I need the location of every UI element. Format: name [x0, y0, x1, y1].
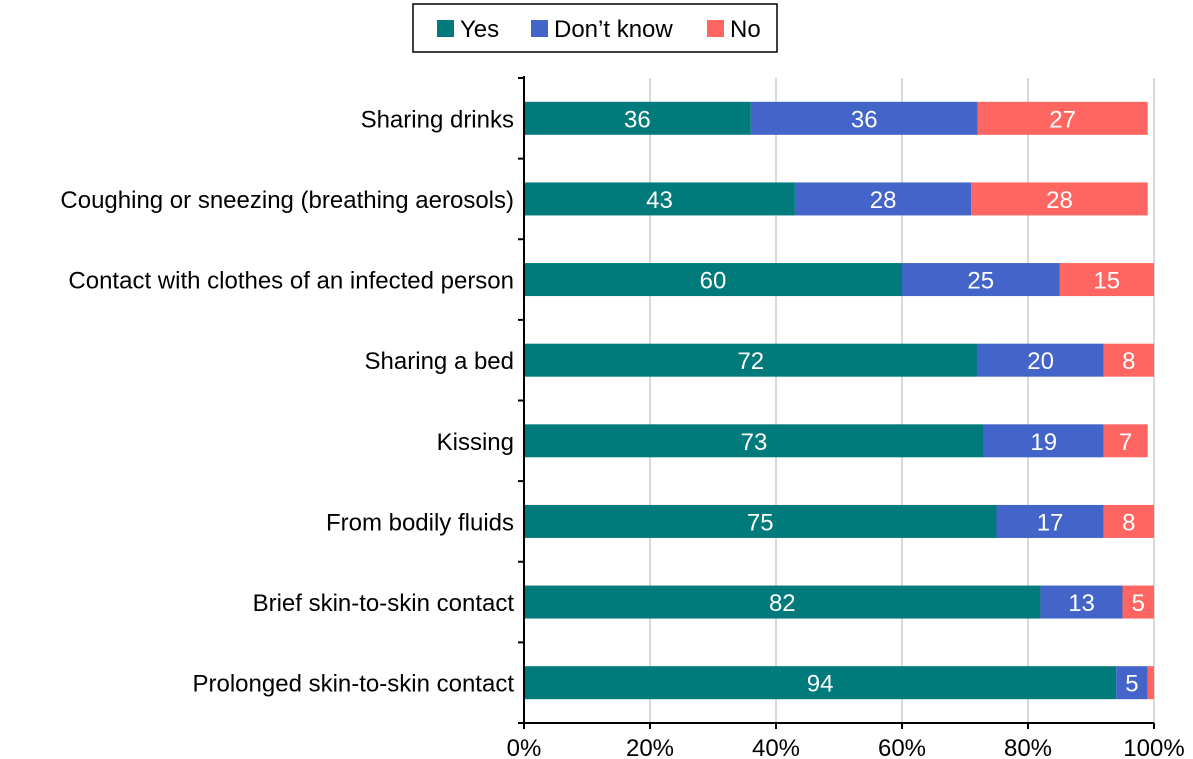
- data-label: 75: [747, 509, 774, 536]
- legend-swatch-yes: [437, 20, 454, 37]
- bar-no: [1103, 504, 1154, 538]
- bar-don-t-know: [1116, 666, 1148, 700]
- data-label: 15: [1093, 268, 1120, 295]
- data-label: 36: [851, 106, 878, 133]
- data-label: 73: [741, 429, 768, 456]
- axes: 0% 20% 40% 60% 80% 100% Sharing drinks Coughing…: [60, 76, 1185, 759]
- bar-don-t-know: [902, 263, 1060, 297]
- bar-don-t-know: [1040, 585, 1123, 619]
- data-label: 27: [1049, 106, 1076, 133]
- data-label: 19: [1030, 429, 1057, 456]
- data-label: 7: [1119, 429, 1132, 456]
- data-label: 94: [807, 671, 834, 698]
- bar-no: [971, 182, 1148, 216]
- category-label: Sharing drinks: [361, 106, 514, 133]
- bar-yes: [524, 343, 978, 377]
- data-label: 28: [870, 187, 897, 214]
- data-label: 36: [624, 106, 651, 133]
- bar-no: [1103, 343, 1154, 377]
- bar-yes: [524, 504, 997, 538]
- bar-yes: [524, 585, 1041, 619]
- bar-yes: [524, 101, 751, 135]
- data-label: 72: [737, 348, 764, 375]
- x-tick-label: 80%: [1004, 735, 1052, 759]
- bar-don-t-know: [750, 101, 978, 135]
- category-label: Coughing or sneezing (breathing aerosols…: [60, 187, 514, 214]
- legend-label-don-t-know: Don’t know: [554, 16, 673, 43]
- x-tick-label: 40%: [752, 735, 800, 759]
- grid: [649, 78, 1155, 723]
- category-label: From bodily fluids: [326, 509, 514, 536]
- x-tick-label: 0%: [507, 735, 542, 759]
- category-label: Contact with clothes of an infected pers…: [68, 268, 514, 295]
- bar-don-t-know: [996, 504, 1104, 538]
- bar-don-t-know: [794, 182, 972, 216]
- legend-swatch-don-t-know: [531, 20, 548, 37]
- x-tick-label: 100%: [1123, 735, 1184, 759]
- category-label: Prolonged skin-to-skin contact: [193, 671, 515, 698]
- data-label: 43: [646, 187, 673, 214]
- bar-no: [1059, 263, 1154, 297]
- bar-no: [1147, 666, 1154, 700]
- bar-no: [1103, 424, 1148, 458]
- data-label: 20: [1027, 348, 1054, 375]
- legend: Yes Don’t know No: [412, 3, 778, 53]
- bar-don-t-know: [977, 343, 1104, 377]
- data-label: 60: [700, 268, 727, 295]
- data-label: 17: [1037, 509, 1064, 536]
- data-label: 5: [1125, 671, 1138, 698]
- x-tick-label: 60%: [878, 735, 926, 759]
- data-label: 82: [769, 590, 796, 617]
- bar-yes: [524, 424, 984, 458]
- bar-yes: [524, 666, 1117, 700]
- bars: 36 36 27 43 28 28 60 25 15 72 20 8 73 19 7 75 17 8 82 13 5 94…: [524, 101, 1154, 700]
- bar-no: [977, 101, 1148, 135]
- x-tick-label: 20%: [626, 735, 674, 759]
- bar-no: [1122, 585, 1154, 619]
- legend-swatch-no: [707, 20, 724, 37]
- data-label: 8: [1122, 509, 1135, 536]
- data-label: 13: [1068, 590, 1095, 617]
- data-label: 8: [1122, 348, 1135, 375]
- category-label: Sharing a bed: [365, 348, 514, 375]
- data-label: 5: [1132, 590, 1145, 617]
- category-label: Brief skin-to-skin contact: [253, 590, 515, 617]
- bar-yes: [524, 182, 795, 216]
- legend-label-no: No: [730, 16, 761, 43]
- data-label: 28: [1046, 187, 1073, 214]
- bar-yes: [524, 263, 902, 297]
- bar-don-t-know: [983, 424, 1104, 458]
- category-label: Kissing: [437, 429, 514, 456]
- data-label: 25: [967, 268, 994, 295]
- legend-label-yes: Yes: [460, 16, 499, 43]
